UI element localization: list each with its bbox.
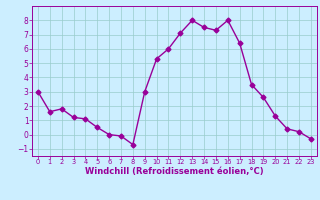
X-axis label: Windchill (Refroidissement éolien,°C): Windchill (Refroidissement éolien,°C) [85,167,264,176]
